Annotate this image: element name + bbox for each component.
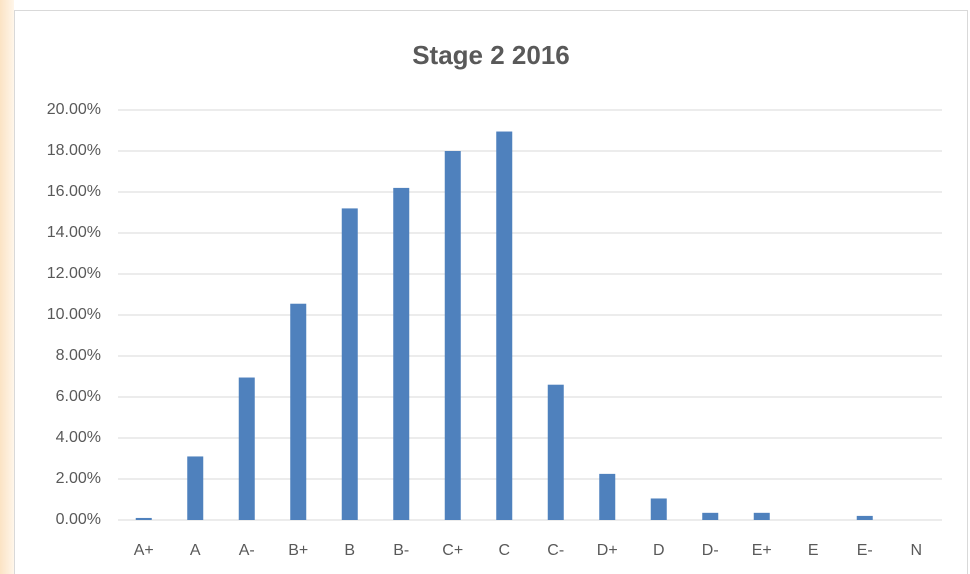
bar	[496, 131, 513, 520]
x-tick-label: D+	[597, 542, 618, 559]
bar	[290, 303, 307, 520]
x-tick-label: C	[498, 542, 510, 559]
x-tick-label: B+	[288, 542, 308, 559]
bar	[341, 208, 358, 520]
x-tick-label: D-	[702, 542, 719, 559]
chart-title: Stage 2 2016	[412, 40, 570, 70]
y-tick-label: 4.00%	[56, 429, 101, 446]
x-tick-label: A-	[239, 542, 255, 559]
bar	[393, 187, 410, 520]
bar	[547, 384, 564, 520]
bar	[599, 473, 616, 520]
bar	[238, 377, 255, 520]
bar	[187, 456, 204, 520]
bar	[702, 512, 719, 520]
x-tick-label: A	[190, 542, 201, 559]
y-tick-label: 14.00%	[47, 224, 101, 241]
chart-border	[14, 10, 968, 574]
y-tick-label: 6.00%	[56, 388, 101, 405]
x-tick-label: A+	[134, 542, 154, 559]
y-tick-label: 0.00%	[56, 511, 101, 528]
x-tick-label: D	[653, 542, 665, 559]
y-tick-label: 10.00%	[47, 306, 101, 323]
bar	[650, 498, 667, 520]
y-tick-label: 8.00%	[56, 347, 101, 364]
x-tick-label: E+	[752, 542, 772, 559]
bar	[135, 517, 152, 520]
x-tick-label: E-	[857, 542, 873, 559]
y-tick-label: 12.00%	[47, 265, 101, 282]
x-tick-label: B-	[393, 542, 409, 559]
y-tick-label: 20.00%	[47, 101, 101, 118]
x-tick-label: C-	[547, 542, 564, 559]
bar	[856, 515, 873, 520]
y-tick-label: 2.00%	[56, 470, 101, 487]
y-tick-label: 16.00%	[47, 183, 101, 200]
bar	[444, 151, 461, 520]
x-tick-label: C+	[442, 542, 463, 559]
x-tick-label: B	[344, 542, 355, 559]
side-strip	[0, 0, 14, 574]
x-tick-label: E	[808, 542, 819, 559]
x-tick-label: N	[910, 542, 922, 559]
bar	[753, 512, 770, 520]
y-tick-label: 18.00%	[47, 142, 101, 159]
